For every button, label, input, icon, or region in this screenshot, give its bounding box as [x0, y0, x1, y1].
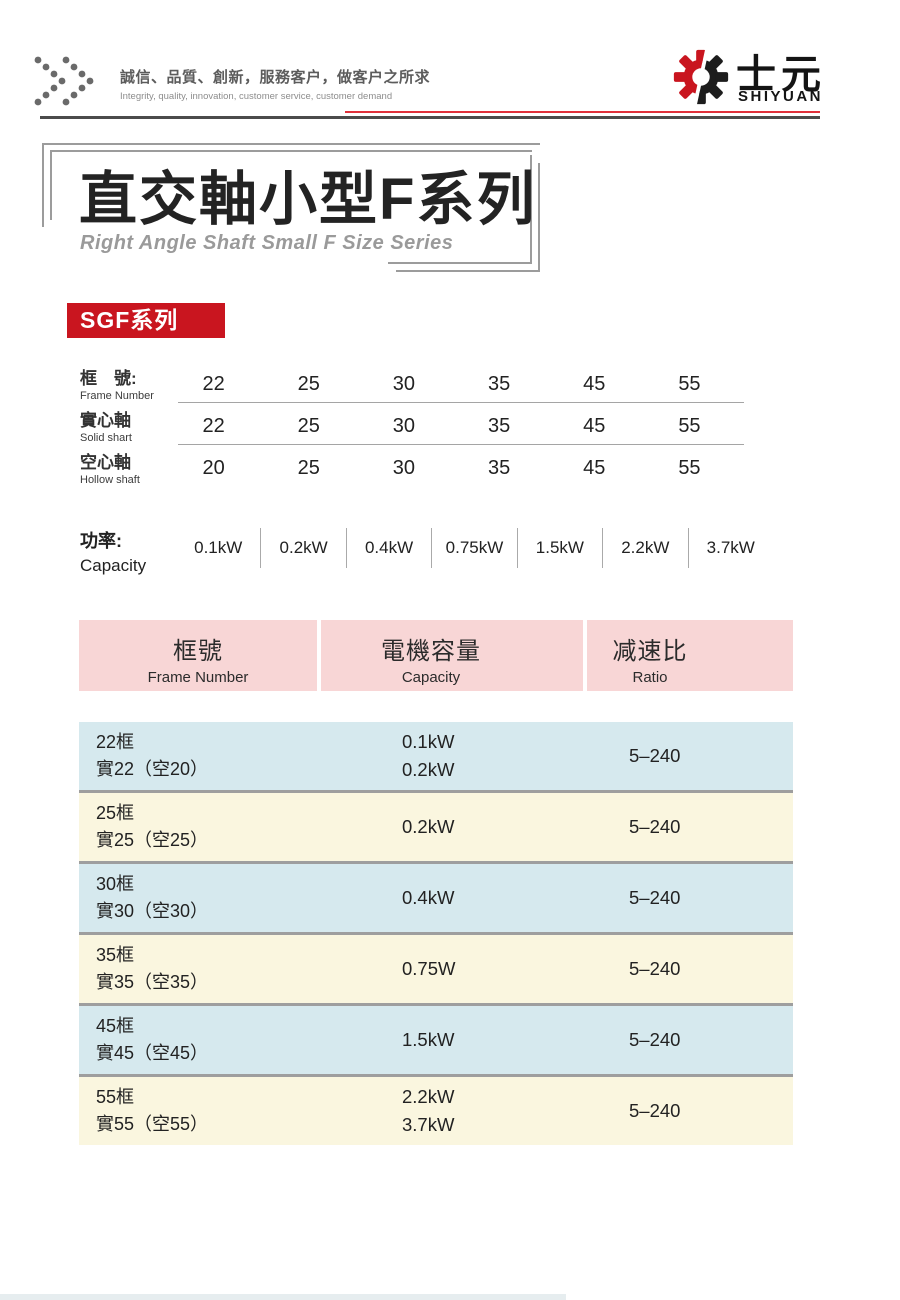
spec-label: 實心軸 Solid shart	[80, 411, 132, 444]
capacity-cell: 0.1kW 0.2kW	[402, 731, 455, 780]
spec-label: 空心軸 Hollow shaft	[80, 453, 140, 486]
series-badge: SGF系列	[67, 303, 225, 338]
page-subtitle: Right Angle Shaft Small F Size Series	[80, 232, 454, 254]
capacity-cell: 2.2kW 3.7kW	[402, 1086, 455, 1135]
capacity-values: 0.1kW 0.2kW 0.4kW 0.75kW 1.5kW 2.2kW 3.7…	[176, 528, 773, 568]
ratio-table: 框號 Frame Number 電機容量 Capacity 减速比 Ratio …	[79, 620, 793, 1145]
title-frame-outer-bottomright	[396, 163, 540, 272]
dotted-chevrons-icon	[33, 55, 99, 116]
spec-values: 22 25 30 35 45 55	[202, 373, 701, 395]
page-bottom-strip	[0, 1294, 566, 1300]
frame-cell: 22框 實22（空20）	[96, 732, 209, 779]
slogan-english: Integrity, quality, innovation, customer…	[120, 91, 393, 102]
frame-cell: 25框 實25（空25）	[96, 803, 209, 850]
capacity-cell: 0.75W	[402, 958, 456, 979]
company-slogan: 誠信、品質、創新，服務客户，做客户之所求 Integrity, quality,…	[120, 66, 430, 102]
frame-cell: 45框 實45（空45）	[96, 1016, 209, 1063]
frame-cell: 30框 實30（空30）	[96, 874, 209, 921]
table-header-row: 框號 Frame Number 電機容量 Capacity 减速比 Ratio	[79, 620, 793, 691]
ratio-cell: 5–240	[629, 816, 681, 837]
spec-row-hollow-shaft: 空心軸 Hollow shaft 20 25 30 35 45 55	[0, 448, 900, 488]
page-title: 直交軸小型F系列	[79, 167, 537, 232]
logo-name-english: SHIYUAN	[738, 88, 824, 105]
logo-name-chinese: 士元	[736, 53, 826, 97]
table-row: 25框 實25（空25） 0.2kW 5–240	[79, 790, 793, 861]
capacity-label: 功率: Capacity	[80, 531, 147, 575]
title-frame-outer-topleft	[42, 143, 540, 227]
spec-values: 20 25 30 35 45 55	[202, 457, 701, 479]
frame-cell: 55框 實55（空55）	[96, 1087, 209, 1134]
table-row: 55框 實55（空55） 2.2kW 3.7kW 5–240	[79, 1074, 793, 1145]
slogan-chinese: 誠信、品質、創新，服務客户，做客户之所求	[120, 69, 431, 86]
capacity-cell: 0.4kW	[402, 887, 455, 908]
title-frame-inner-bottomright	[388, 155, 532, 264]
ratio-cell: 5–240	[629, 887, 681, 908]
header-ratio: 减速比 Ratio	[587, 620, 793, 691]
table-row: 30框 實30（空30） 0.4kW 5–240	[79, 861, 793, 932]
spec-label: 框 號: Frame Number	[80, 369, 154, 402]
capacity-cell: 1.5kW	[402, 1029, 455, 1050]
header-rule-dark	[40, 116, 820, 119]
ratio-cell: 5–240	[629, 1029, 681, 1050]
ratio-cell: 5–240	[629, 745, 681, 766]
title-frame-inner-topleft	[50, 150, 532, 220]
header-rule-red	[345, 111, 820, 113]
header-frame-number: 框號 Frame Number	[79, 620, 317, 691]
table-body: 22框 實22（空20） 0.1kW 0.2kW 5–240 25框 實25（空…	[79, 722, 793, 1145]
gear-logo-icon	[670, 46, 732, 113]
frame-cell: 35框 實35（空35）	[96, 945, 209, 992]
capacity-cell: 0.2kW	[402, 816, 455, 837]
ratio-cell: 5–240	[629, 958, 681, 979]
spec-values: 22 25 30 35 45 55	[202, 415, 701, 437]
table-row: 35框 實35（空35） 0.75W 5–240	[79, 932, 793, 1003]
spec-separator	[178, 402, 744, 403]
spec-row-frame-number: 框 號: Frame Number 22 25 30 35 45 55	[0, 364, 900, 404]
table-row: 22框 實22（空20） 0.1kW 0.2kW 5–240	[79, 722, 793, 790]
spec-separator	[178, 444, 744, 445]
spec-row-solid-shaft: 實心軸 Solid shart 22 25 30 35 45 55	[0, 406, 900, 446]
table-row: 45框 實45（空45） 1.5kW 5–240	[79, 1003, 793, 1074]
header-capacity: 電機容量 Capacity	[321, 620, 583, 691]
ratio-cell: 5–240	[629, 1100, 681, 1121]
